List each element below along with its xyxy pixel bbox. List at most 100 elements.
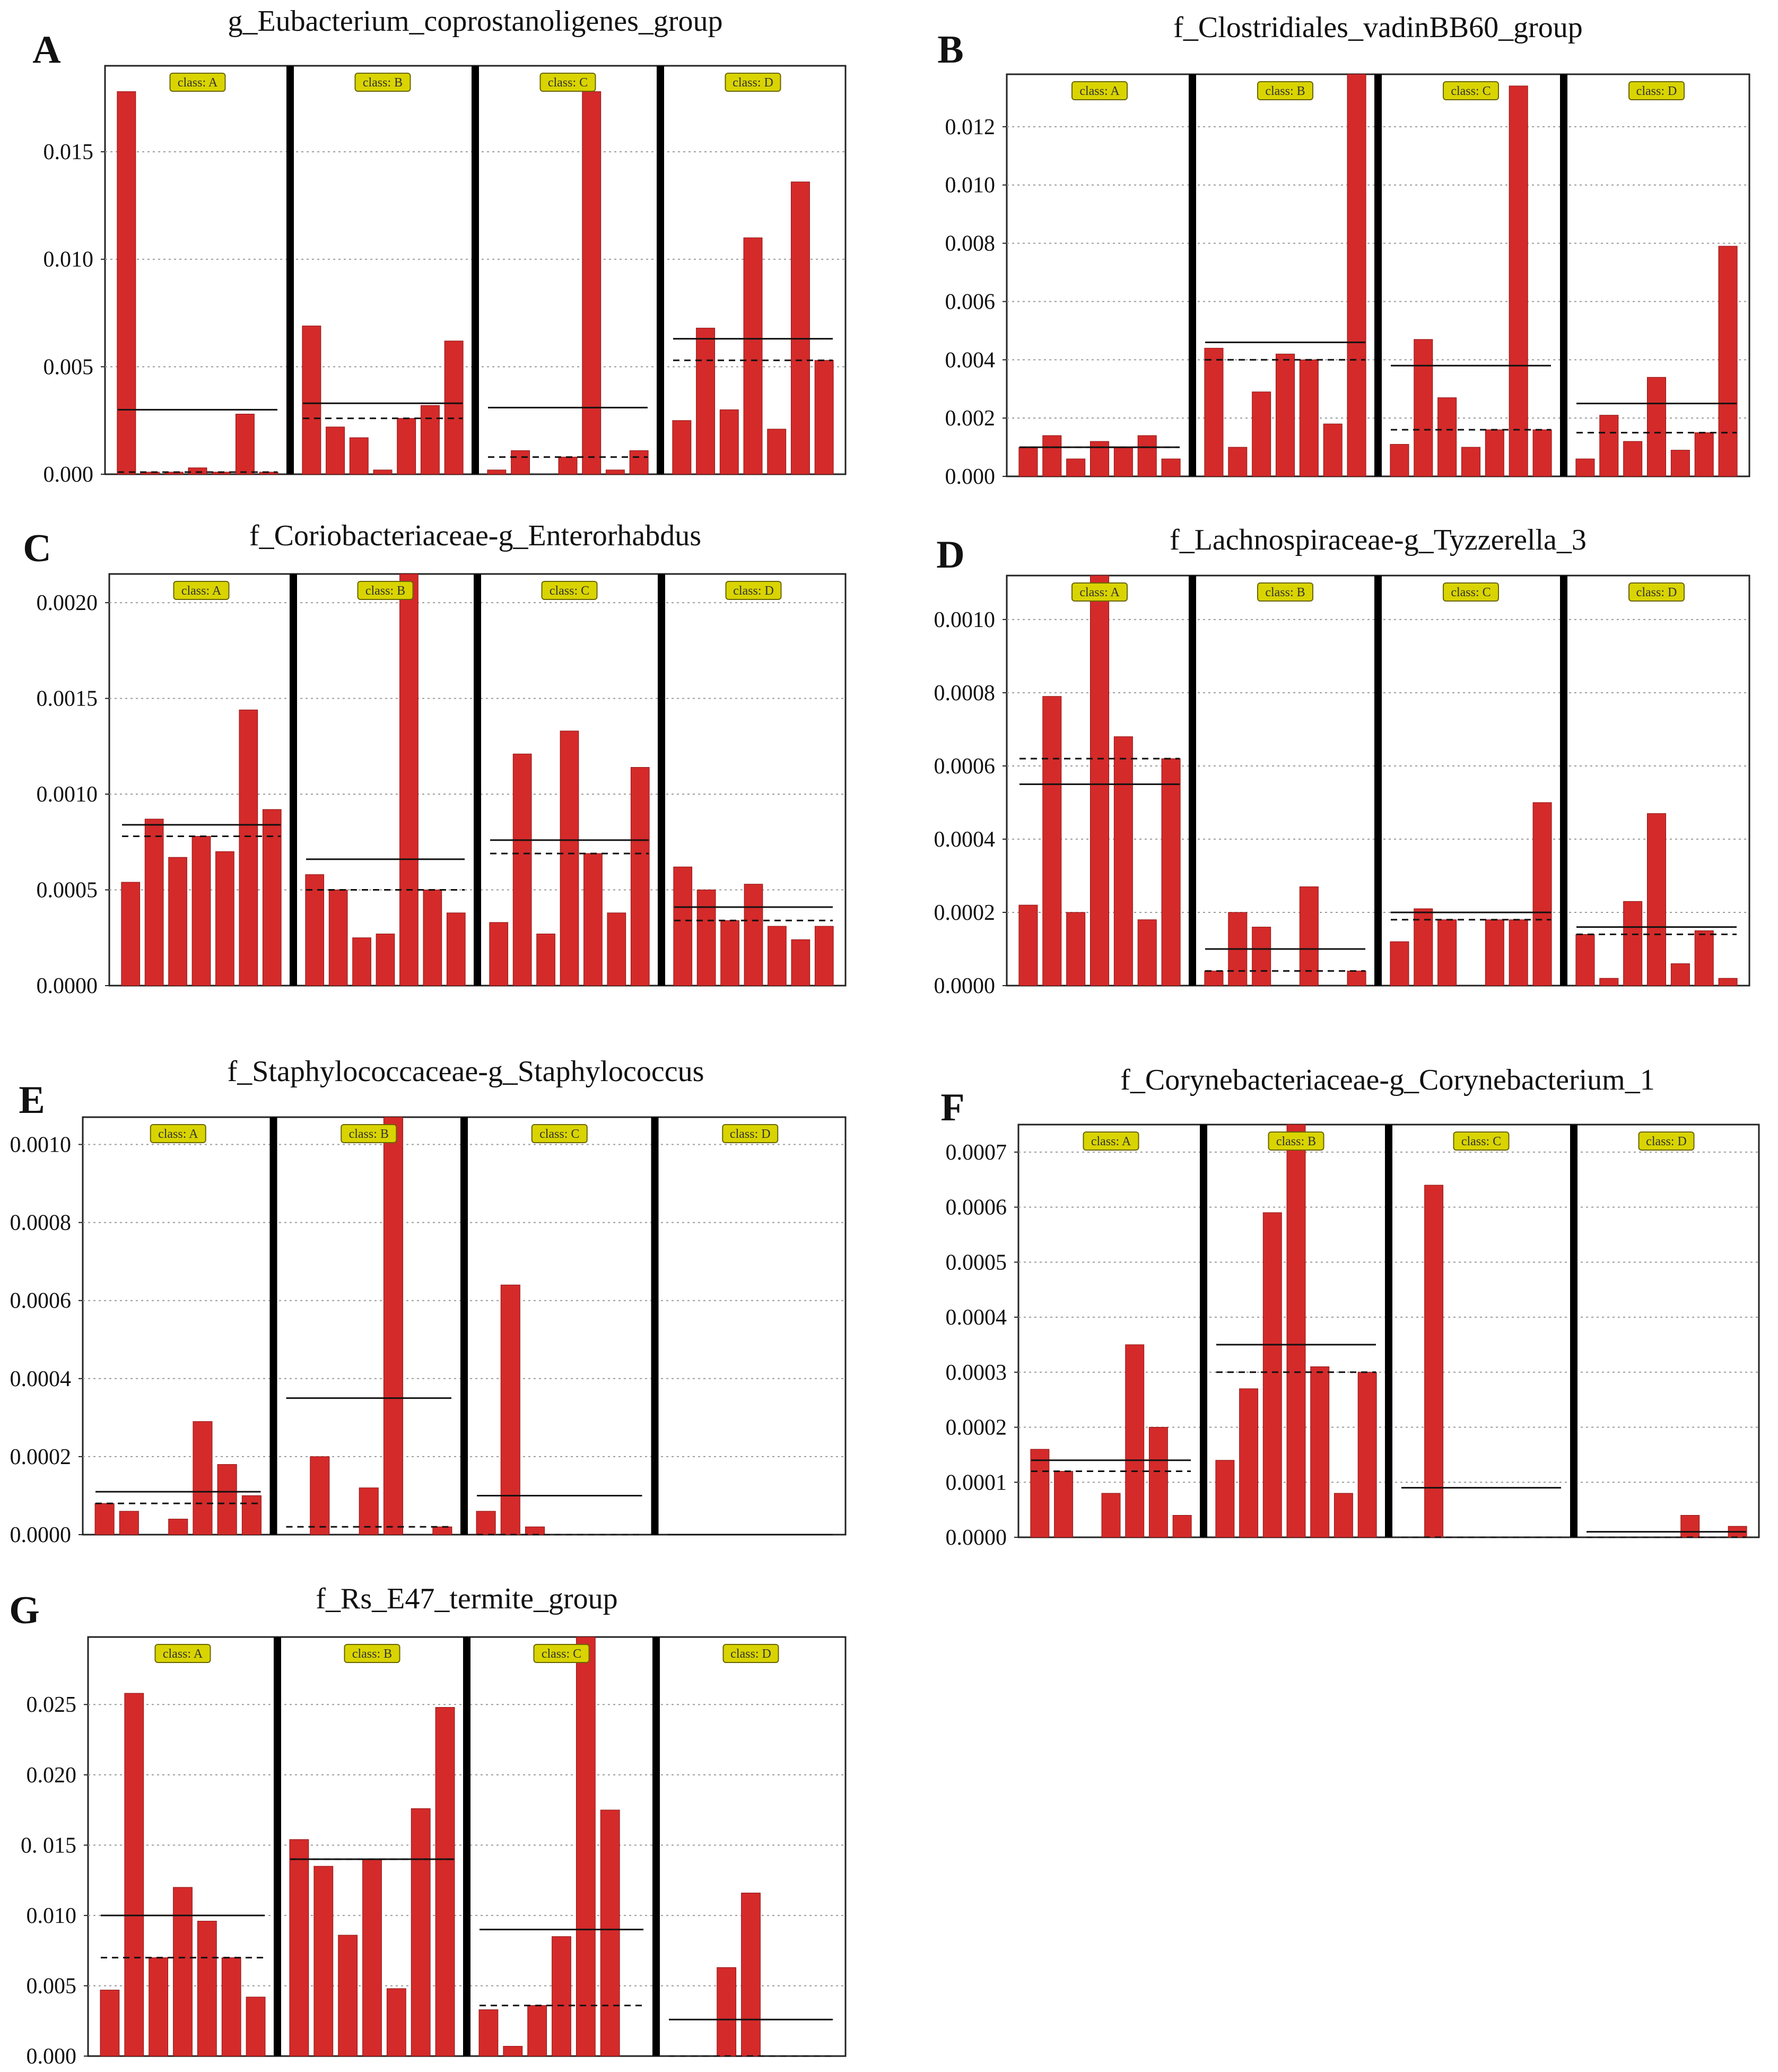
bar	[1599, 415, 1619, 477]
y-tick-label: 0.0002	[946, 1416, 1007, 1440]
bar	[1113, 736, 1133, 986]
bar	[149, 1957, 169, 2057]
class-label-box	[533, 1644, 590, 1663]
class-label-box	[541, 581, 598, 600]
class-label-box	[1071, 81, 1128, 100]
bar	[310, 1456, 330, 1535]
class-label: class: B	[363, 76, 403, 90]
bar	[1509, 919, 1528, 986]
class-label-box	[341, 1124, 397, 1143]
bar	[1228, 447, 1248, 477]
bar	[1414, 908, 1433, 986]
panel-title: f_Coriobacteriaceae-g_Enterorhabdus	[249, 519, 701, 552]
bar	[326, 426, 345, 475]
y-tick-label: 0.0000	[37, 974, 98, 998]
y-tick-label: 0.0010	[37, 782, 98, 807]
panel-f: Ff_Corynebacteriaceae-g_Corynebacterium_…	[940, 1064, 1760, 1550]
class-label: class: C	[1461, 1135, 1501, 1148]
class-label-box	[150, 1124, 206, 1143]
y-tick-label: 0.0006	[934, 754, 996, 779]
bar	[1414, 339, 1433, 477]
y-tick-label: 0.0002	[934, 901, 996, 925]
class-label: class: C	[550, 584, 589, 598]
bar	[1204, 970, 1224, 986]
y-tick-label: 0.0002	[10, 1445, 72, 1469]
bar	[511, 450, 530, 475]
panel-title: f_Corynebacteriaceae-g_Corynebacterium_1	[1120, 1064, 1655, 1096]
bar	[349, 437, 369, 475]
bar	[814, 360, 834, 475]
bar	[352, 937, 371, 986]
bar	[576, 1636, 596, 2057]
class-label-box	[1257, 81, 1313, 100]
y-tick-label: 0.0000	[946, 1526, 1007, 1550]
bar	[1172, 1515, 1192, 1538]
bar	[1276, 353, 1295, 477]
bar	[605, 469, 625, 475]
bar	[1424, 1185, 1444, 1538]
bar	[1137, 919, 1157, 986]
bar	[1262, 1212, 1282, 1538]
bar	[717, 1967, 737, 2057]
y-tick-label: 0.0004	[946, 1305, 1007, 1330]
y-tick-label: 0.012	[945, 115, 996, 140]
panel-title: g_Eubacterium_coprostanoligenes_group	[228, 5, 722, 38]
class-label: class: C	[1451, 586, 1491, 599]
class-label: class: D	[1636, 84, 1677, 98]
class-label-box	[722, 1124, 779, 1143]
bar	[188, 467, 207, 475]
panel-letter: A	[32, 28, 60, 72]
bar	[1148, 1427, 1168, 1538]
bar	[1461, 447, 1480, 477]
bar	[241, 1495, 262, 1535]
y-tick-label: 0.000	[27, 2044, 77, 2069]
class-label-box	[1453, 1131, 1510, 1151]
y-tick-label: 0.000	[43, 463, 94, 487]
class-label-box	[1083, 1131, 1139, 1151]
bar	[432, 1526, 452, 1535]
bar	[527, 2005, 547, 2057]
bar	[173, 1887, 193, 2057]
bar	[1647, 813, 1666, 986]
bar	[1623, 441, 1643, 477]
class-label-box	[1071, 582, 1128, 602]
bar	[1694, 432, 1714, 477]
bar	[630, 767, 650, 986]
bar	[503, 2045, 523, 2057]
class-label: class: C	[1451, 84, 1491, 98]
bar	[536, 934, 555, 986]
bar	[1575, 458, 1595, 477]
bar	[607, 912, 626, 986]
bar	[741, 1892, 761, 2057]
class-label: class: B	[365, 584, 405, 598]
bar	[144, 819, 164, 986]
y-tick-label: 0.0010	[934, 608, 996, 632]
class-label-box	[531, 1124, 588, 1143]
bar	[1066, 912, 1086, 986]
panel-title: f_Clostridiales_vadinBB60_group	[1173, 11, 1583, 44]
bar	[1215, 1460, 1235, 1538]
bar	[719, 409, 739, 475]
bar	[1680, 1515, 1700, 1538]
bar	[1334, 1493, 1353, 1538]
class-label-box	[1268, 1131, 1324, 1151]
class-label: class: B	[1265, 586, 1305, 599]
bar	[399, 573, 419, 986]
bar	[1161, 458, 1181, 477]
y-tick-label: 0.0001	[946, 1470, 1007, 1495]
panel-title: f_Rs_E47_termite_group	[316, 1582, 617, 1615]
bar	[1054, 1471, 1074, 1538]
class-label: class: B	[352, 1647, 392, 1661]
panel-letter: E	[19, 1078, 45, 1122]
bar	[373, 469, 393, 475]
bar	[1018, 904, 1038, 986]
bar	[1101, 1493, 1121, 1538]
class-label: class: D	[730, 1647, 771, 1661]
bar	[246, 1997, 266, 2057]
bar	[338, 1935, 358, 2057]
panel-letter: D	[936, 533, 964, 577]
bar	[420, 405, 440, 475]
panel-letter: C	[23, 527, 51, 570]
class-label: class: B	[349, 1127, 389, 1141]
bar	[1718, 246, 1738, 477]
